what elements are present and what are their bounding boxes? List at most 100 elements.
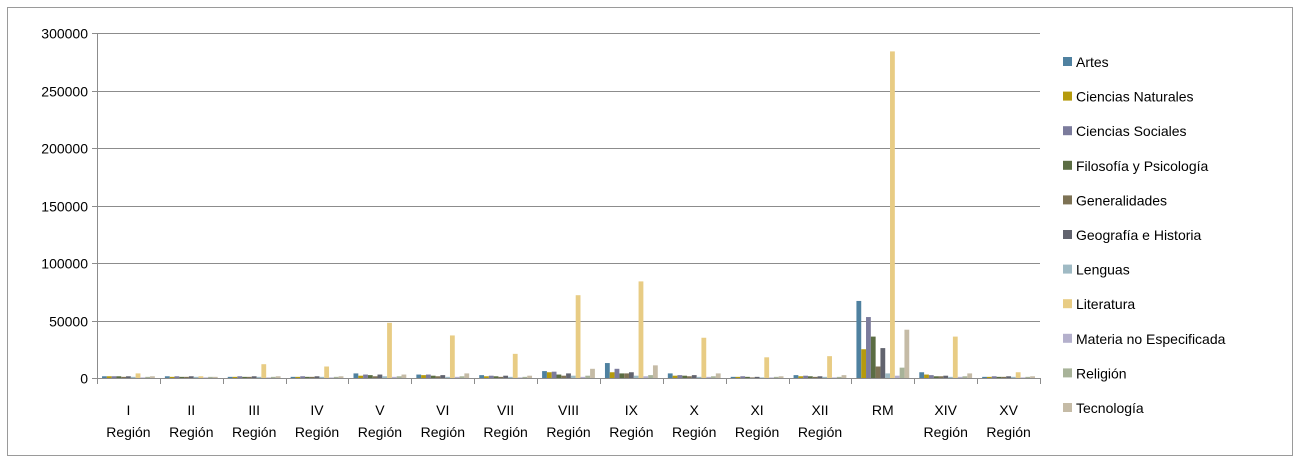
bar — [290, 376, 296, 378]
bar — [377, 374, 383, 378]
bar — [212, 376, 218, 378]
bar — [498, 376, 504, 378]
y-tick-label: 150000 — [41, 199, 88, 215]
bar — [643, 376, 649, 378]
bar — [227, 376, 233, 378]
bar — [1015, 372, 1021, 378]
bar — [198, 376, 204, 378]
bar — [652, 365, 658, 378]
bar — [928, 375, 934, 379]
bar — [749, 377, 755, 378]
bar — [140, 377, 146, 378]
y-tick-label: 100000 — [41, 256, 88, 272]
bar — [421, 375, 426, 379]
legend-swatch — [1063, 195, 1072, 205]
bar — [687, 376, 692, 378]
bar — [353, 373, 359, 378]
bar — [1025, 376, 1031, 378]
bar — [503, 375, 509, 378]
bar — [203, 377, 209, 378]
x-tick-label: VI Región — [421, 402, 465, 440]
bar — [769, 377, 774, 378]
bar — [116, 376, 122, 378]
bar — [672, 375, 678, 378]
bar — [358, 375, 364, 378]
bar — [416, 374, 422, 378]
legend-swatch — [1063, 403, 1072, 412]
bar — [445, 376, 450, 378]
bar — [604, 363, 610, 378]
bar — [575, 295, 581, 378]
bar — [996, 376, 1002, 378]
bar — [314, 376, 320, 378]
bar — [130, 376, 136, 378]
bar — [827, 356, 832, 378]
bar — [546, 372, 552, 378]
bar — [885, 373, 891, 378]
legend-label: Lenguas — [1076, 262, 1130, 278]
bar — [1006, 376, 1011, 378]
bar — [193, 376, 199, 378]
bar — [324, 366, 330, 378]
bar — [691, 375, 697, 379]
bar — [1030, 376, 1035, 378]
bar — [309, 376, 315, 378]
bar — [556, 374, 562, 378]
bar — [696, 376, 702, 378]
bar — [527, 375, 533, 378]
legend-swatch — [1063, 126, 1072, 136]
bar — [938, 376, 944, 378]
bar — [614, 368, 620, 378]
bar — [566, 373, 571, 378]
bar — [459, 376, 465, 378]
bar — [479, 375, 485, 379]
bar — [1010, 376, 1016, 378]
legend-label: Materia no Especificada — [1076, 331, 1226, 347]
bar — [831, 377, 837, 378]
bar — [861, 349, 867, 378]
x-tick-label: XV Región — [986, 402, 1030, 440]
bar — [919, 372, 925, 378]
bar — [300, 376, 306, 378]
x-tick-label: IX Región — [609, 402, 653, 440]
bar — [924, 374, 929, 378]
bar — [875, 366, 881, 378]
bar — [822, 376, 828, 378]
bar — [319, 376, 325, 378]
bar — [551, 371, 557, 378]
bar — [706, 376, 712, 378]
bar — [803, 375, 808, 378]
bar — [517, 377, 523, 378]
legend-swatch — [1063, 333, 1072, 343]
legend-label: Filosofía y Psicología — [1076, 158, 1208, 174]
bar — [333, 376, 339, 378]
x-tick-label: X Región — [672, 402, 716, 440]
bar — [367, 375, 373, 379]
bar — [982, 376, 987, 378]
legend-swatch — [1063, 57, 1072, 66]
bar — [570, 375, 576, 378]
bar — [188, 376, 194, 378]
y-tick-label: 50000 — [49, 314, 88, 330]
bar — [430, 375, 436, 378]
legend-swatch — [1063, 368, 1072, 378]
bar — [807, 376, 813, 378]
bar — [585, 375, 591, 378]
bar — [102, 376, 107, 378]
bar — [894, 375, 900, 378]
bar — [387, 322, 392, 378]
bar — [372, 376, 378, 378]
bar — [150, 376, 155, 378]
bar — [735, 376, 741, 378]
bar — [1020, 377, 1026, 378]
bar — [715, 373, 721, 378]
bar — [943, 375, 949, 378]
bar — [619, 373, 625, 378]
bar — [242, 376, 247, 378]
bar — [126, 376, 131, 378]
legend-label: Tecnología — [1076, 400, 1144, 416]
bar — [464, 373, 470, 378]
x-tick-label: III Región — [232, 402, 276, 440]
legend: Artes Ciencias Naturales Ciencias Sociales… — [1063, 54, 1226, 416]
bar — [952, 336, 958, 378]
